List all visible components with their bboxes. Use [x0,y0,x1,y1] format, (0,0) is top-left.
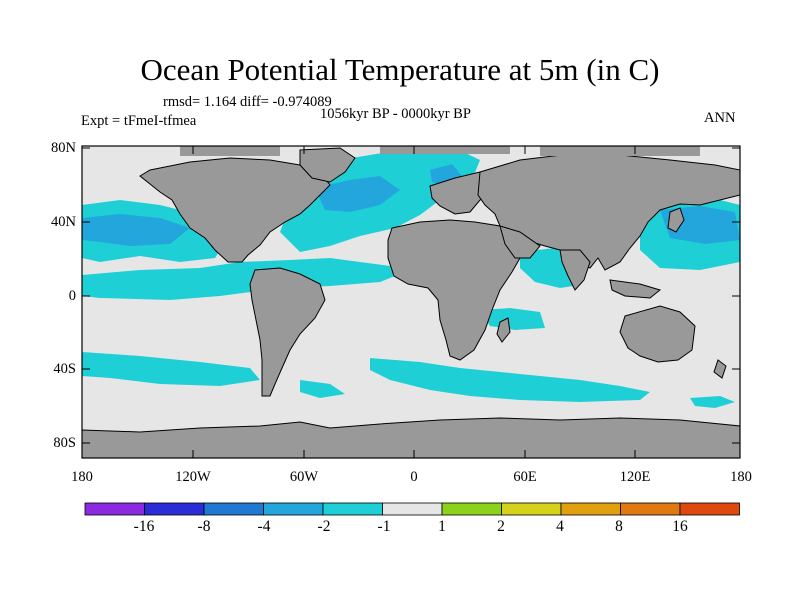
india [559,249,591,291]
colorbar-label: -2 [317,518,331,535]
greenland [299,147,356,183]
colorbar-swatch [501,502,562,516]
y-tick-label: 40N [51,214,76,230]
y-tick-label: 40S [53,361,76,377]
y-tick-label: 80S [53,435,76,451]
colorbar-swatch [322,502,383,516]
plot-frame [81,145,741,459]
colorbar-label: -1 [377,518,391,535]
colorbar-label: 4 [556,518,564,535]
x-tick-label: 180 [730,469,752,485]
x-tick-label: 60W [289,469,319,485]
africa [387,219,521,361]
y-tick-label: 80N [51,140,76,156]
new-zealand [713,359,727,379]
colorbar-swatch [382,502,443,516]
colorbar-swatch [620,502,681,516]
colorbar-swatch [560,502,621,516]
colorbar-swatch [84,502,145,516]
x-tick-label: 0 [410,469,418,485]
colorbar-label: -16 [133,518,155,535]
colorbar-label: 16 [672,518,688,535]
land-masses [81,147,741,459]
experiment-label: Expt = tFmeI-tfmea [81,113,197,129]
y-tick-label: 0 [68,288,76,304]
arctic-sea-ice [180,146,700,156]
x-tick-label: 120E [619,469,651,485]
colorbar-label: -4 [257,518,271,535]
colorbar-label: 2 [497,518,505,535]
colorbar-swatch [263,502,324,516]
x-tick-label: 120W [175,469,211,485]
madagascar [496,317,511,343]
colorbar-label: 1 [438,518,446,535]
period-label: 1056kyr BP - 0000kyr BP [320,106,471,122]
axis-ticks [82,146,740,458]
x-tick-label: 180 [71,469,93,485]
map-title: Ocean Potential Temperature at 5m (in C) [140,52,660,87]
colorbar-swatch [144,502,205,516]
colorbar-label: -8 [197,518,211,535]
australia [619,305,696,363]
maritime-continent [609,279,662,299]
season-label: ANN [704,110,736,126]
colorbar-label: 8 [615,518,623,535]
colorbar [84,502,740,516]
colorbar-swatch [679,502,740,516]
south-america [249,267,326,397]
colorbar-swatch [441,502,502,516]
arabian-peninsula [499,225,541,259]
colorbar-swatch [203,502,264,516]
japan [667,207,685,233]
x-tick-label: 60E [513,469,537,485]
stats-label: rmsd= 1.164 diff= -0.974089 [163,94,332,110]
